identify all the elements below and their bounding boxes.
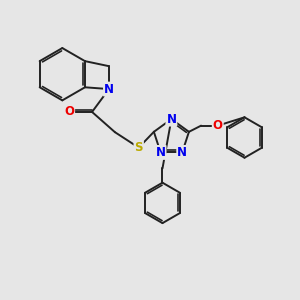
Text: O: O <box>213 119 223 132</box>
Text: N: N <box>177 146 187 159</box>
Text: S: S <box>134 141 143 154</box>
Text: N: N <box>104 82 114 96</box>
Text: N: N <box>156 146 166 159</box>
Text: O: O <box>64 106 74 118</box>
Text: N: N <box>167 112 176 126</box>
